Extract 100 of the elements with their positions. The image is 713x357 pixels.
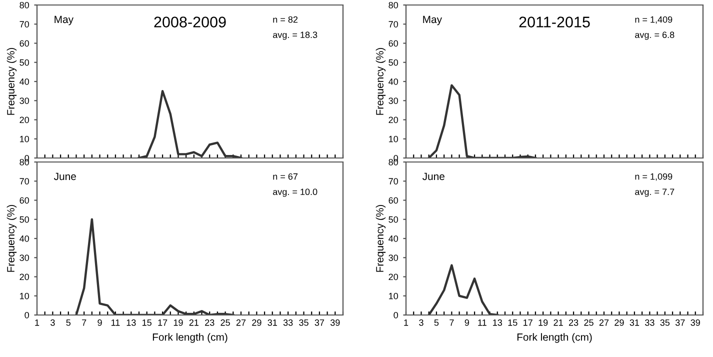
- text: 2011-2015: [519, 16, 590, 28]
- y-tick-label: 20: [388, 116, 398, 124]
- y-tick-label: 60: [20, 197, 30, 204]
- y-tick-label: 40: [388, 78, 398, 85]
- x-tick-label: 35: [660, 319, 670, 326]
- y-tick-label: 60: [388, 197, 398, 204]
- annotation: avg. = 18.3: [273, 32, 318, 40]
- x-tick-label: 37: [314, 319, 324, 326]
- annotation: avg. = 6.8: [635, 32, 674, 40]
- x-tick-label: 7: [450, 320, 454, 326]
- y-tick-label: 30: [20, 98, 30, 104]
- x-tick-label: 25: [220, 319, 230, 326]
- x-axis-title: Fork length (cm): [152, 333, 228, 343]
- x-tick-label: 31: [630, 319, 640, 326]
- x-tick-label: 1: [35, 320, 40, 326]
- y-tick-label: 30: [388, 98, 398, 104]
- line-series: [428, 84, 537, 158]
- x-tick-label: 39: [690, 319, 700, 326]
- annotation: June: [422, 172, 444, 180]
- y-tick-label: 0: [394, 154, 398, 162]
- annotation: n = 82: [273, 16, 298, 23]
- x-tick-label: 27: [236, 319, 246, 326]
- x-tick-label: 9: [464, 319, 470, 326]
- x-tick-label: 21: [189, 319, 199, 326]
- y-tick-label: 60: [388, 40, 398, 47]
- y-tick-label: 10: [389, 292, 398, 300]
- annotation: n = 1,099: [635, 173, 672, 181]
- y-tick-label: 50: [388, 59, 398, 66]
- y-tick-label: 0: [394, 312, 398, 318]
- y-tick-label: 30: [20, 254, 30, 261]
- annotation: avg. = 10.0: [273, 188, 318, 197]
- y-tick-label: 70: [388, 21, 398, 28]
- y-tick-label: 70: [388, 178, 398, 184]
- y-tick-label: 80: [20, 158, 30, 166]
- x-tick-label: 39: [330, 319, 340, 326]
- x-tick-label: 23: [205, 319, 214, 326]
- y-tick-label: 40: [20, 78, 30, 85]
- y-tick-label: 70: [20, 178, 30, 184]
- y-tick-label: 0: [24, 154, 30, 162]
- x-tick-label: 9: [98, 319, 102, 326]
- x-tick-label: 19: [538, 319, 548, 326]
- x-tick-label: 13: [493, 319, 502, 326]
- annotation: May: [54, 16, 74, 26]
- x-tick-label: 27: [599, 319, 609, 326]
- y-tick-label: 20: [20, 274, 30, 280]
- x-tick-label: 11: [478, 320, 486, 326]
- annotation: n = 67: [273, 173, 298, 180]
- x-tick-label: 23: [568, 319, 578, 326]
- y-tick-label: 20: [388, 274, 398, 280]
- y-tick-label: 10: [389, 136, 398, 142]
- x-tick-label: 3: [50, 319, 55, 326]
- x-tick-label: 19: [174, 319, 183, 326]
- line-series: [428, 264, 498, 315]
- y-tick-label: 80: [20, 2, 30, 8]
- x-tick-label: 21: [554, 319, 563, 326]
- x-tick-label: 17: [158, 320, 168, 326]
- y-tick-label: 40: [20, 235, 30, 242]
- x-tick-label: 31: [268, 319, 277, 326]
- text: 2008-2009: [154, 16, 226, 28]
- x-tick-label: 25: [584, 319, 594, 326]
- y-tick-label: 10: [20, 136, 30, 142]
- x-tick-label: 33: [645, 319, 654, 326]
- x-tick-label: 5: [434, 320, 439, 326]
- x-tick-label: 29: [614, 319, 624, 326]
- y-tick-label: 60: [20, 40, 30, 47]
- x-tick-label: 11: [111, 320, 120, 326]
- y-tick-label: 10: [20, 292, 30, 300]
- y-axis-title: Frequency (%): [6, 204, 17, 272]
- x-tick-label: 7: [82, 320, 86, 326]
- y-tick-label: 40: [388, 235, 398, 242]
- annotation: n = 1,409: [635, 16, 672, 24]
- x-tick-label: 13: [126, 319, 136, 326]
- x-tick-label: 15: [508, 320, 518, 326]
- x-tick-label: 35: [299, 319, 308, 326]
- y-axis-title: Frequency (%): [376, 204, 386, 272]
- line-series: [75, 218, 234, 315]
- y-tick-label: 70: [20, 21, 30, 28]
- y-tick-label: 50: [20, 59, 30, 66]
- annotation: May: [423, 16, 442, 26]
- x-axis-title: Fork length (cm): [517, 333, 592, 343]
- y-tick-label: 20: [20, 116, 30, 124]
- y-tick-label: 50: [20, 216, 30, 223]
- x-tick-label: 33: [283, 319, 293, 326]
- y-tick-label: 30: [388, 254, 398, 261]
- x-tick-label: 17: [524, 320, 532, 326]
- annotation: avg. = 7.7: [635, 188, 674, 197]
- y-axis-title: Frequency (%): [6, 48, 17, 115]
- annotation: June: [54, 172, 76, 180]
- y-tick-label: 80: [388, 2, 398, 8]
- x-tick-label: 37: [675, 319, 685, 326]
- y-axis-title: Frequency (%): [376, 48, 386, 115]
- x-tick-label: 1: [404, 320, 408, 326]
- x-tick-label: 3: [419, 319, 424, 326]
- x-tick-label: 15: [142, 320, 152, 326]
- y-tick-label: 80: [388, 158, 398, 166]
- y-tick-label: 0: [24, 312, 30, 318]
- x-tick-label: 29: [252, 319, 262, 326]
- y-tick-label: 50: [388, 216, 398, 223]
- x-tick-label: 5: [66, 320, 71, 326]
- line-series: [138, 90, 242, 158]
